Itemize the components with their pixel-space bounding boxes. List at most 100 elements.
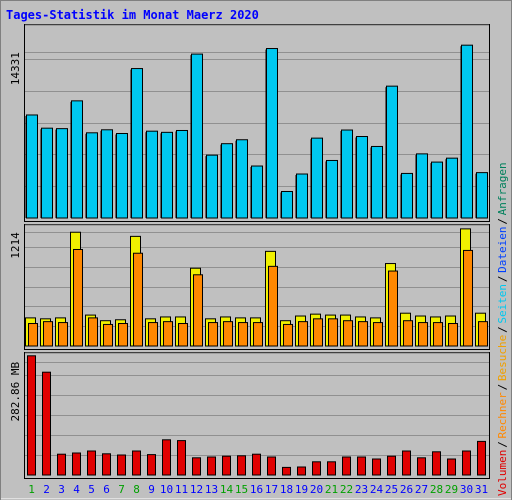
day-label-20: 20 — [310, 483, 323, 496]
bar-dateien-day-27 — [416, 153, 428, 219]
bar-besuche-day-24 — [373, 322, 383, 347]
legend-separator: / — [496, 326, 509, 333]
bar-dateien-day-18 — [281, 190, 293, 219]
bar-volumen-day-3 — [57, 453, 66, 476]
day-label-31: 31 — [475, 483, 488, 496]
bar-besuche-day-18 — [283, 323, 293, 347]
day-label-15: 15 — [235, 483, 248, 496]
bar-besuche-day-23 — [358, 321, 368, 347]
day-label-7: 7 — [118, 483, 125, 496]
day-label-10: 10 — [160, 483, 173, 496]
bar-volumen-day-10 — [162, 439, 171, 476]
bar-volumen-day-31 — [477, 440, 486, 476]
chart-title: Tages-Statistik im Monat Maerz 2020 — [6, 8, 259, 22]
day-label-23: 23 — [355, 483, 368, 496]
bar-dateien-day-17 — [266, 48, 278, 219]
bar-besuche-day-13 — [208, 322, 218, 347]
bar-besuche-day-5 — [88, 317, 98, 347]
day-label-17: 17 — [265, 483, 278, 496]
bar-volumen-day-2 — [42, 371, 51, 476]
bar-volumen-day-11 — [177, 440, 186, 476]
legend-label-besuche: Besuche — [496, 335, 509, 381]
legend-label-seiten: Seiten — [496, 284, 509, 324]
bar-dateien-day-2 — [41, 127, 53, 219]
bar-besuche-day-3 — [58, 322, 68, 347]
bar-dateien-day-16 — [251, 165, 263, 219]
bar-dateien-day-15 — [236, 139, 248, 219]
bar-volumen-day-27 — [417, 457, 426, 476]
bar-volumen-day-1 — [27, 355, 36, 476]
bar-besuche-day-2 — [43, 321, 53, 347]
bar-volumen-day-19 — [297, 466, 306, 476]
bar-besuche-day-22 — [343, 320, 353, 347]
day-label-25: 25 — [385, 483, 398, 496]
legend-label-dateien: Dateien — [496, 226, 509, 272]
day-label-3: 3 — [58, 483, 65, 496]
day-label-26: 26 — [400, 483, 413, 496]
bar-volumen-day-12 — [192, 457, 201, 476]
bar-volumen-day-7 — [117, 454, 126, 476]
legend-label-rechner: Rechner — [496, 392, 509, 439]
bar-besuche-day-16 — [253, 322, 263, 347]
bar-volumen-day-4 — [72, 452, 81, 476]
bar-besuche-day-21 — [328, 318, 338, 347]
bar-dateien-day-11 — [176, 129, 188, 219]
bar-volumen-day-20 — [312, 461, 321, 476]
bar-besuche-day-17 — [268, 265, 278, 347]
bar-dateien-day-5 — [86, 132, 98, 219]
bar-dateien-day-4 — [71, 100, 83, 219]
day-label-12: 12 — [190, 483, 203, 496]
bar-volumen-day-30 — [462, 450, 471, 476]
bar-dateien-day-9 — [146, 130, 158, 219]
bar-besuche-day-29 — [448, 323, 458, 347]
day-label-27: 27 — [415, 483, 428, 496]
day-label-28: 28 — [430, 483, 443, 496]
bar-dateien-day-24 — [371, 145, 383, 219]
legend-label-volumen: Volumen — [496, 450, 509, 496]
bar-besuche-day-4 — [73, 248, 83, 347]
bar-besuche-day-31 — [478, 321, 488, 347]
bar-volumen-day-13 — [207, 456, 216, 476]
bar-dateien-day-20 — [311, 137, 323, 219]
bar-dateien-day-30 — [461, 44, 473, 219]
bar-dateien-day-10 — [161, 131, 173, 219]
bar-dateien-day-13 — [206, 154, 218, 219]
day-label-29: 29 — [445, 483, 458, 496]
day-label-18: 18 — [280, 483, 293, 496]
legend-label-anfragen: Anfragen — [496, 162, 509, 215]
day-label-19: 19 — [295, 483, 308, 496]
day-label-22: 22 — [340, 483, 353, 496]
bar-volumen-day-25 — [387, 455, 396, 476]
bar-besuche-day-8 — [133, 252, 143, 347]
bar-besuche-day-11 — [178, 323, 188, 347]
bar-volumen-day-9 — [147, 454, 156, 476]
bar-besuche-day-7 — [118, 323, 128, 347]
day-label-24: 24 — [370, 483, 384, 496]
day-label-9: 9 — [148, 483, 155, 496]
bar-besuche-day-9 — [148, 322, 158, 347]
legend-separator: / — [496, 218, 509, 225]
bar-dateien-day-8 — [131, 68, 143, 219]
bar-besuche-day-25 — [388, 270, 398, 347]
bar-besuche-day-6 — [103, 323, 113, 347]
bar-dateien-day-29 — [446, 157, 458, 219]
bar-volumen-day-23 — [357, 456, 366, 476]
bar-besuche-day-20 — [313, 318, 323, 347]
bar-besuche-day-12 — [193, 274, 203, 347]
legend-separator: / — [496, 275, 509, 282]
bar-besuche-day-28 — [433, 322, 443, 347]
bar-dateien-day-19 — [296, 173, 308, 219]
bar-volumen-day-17 — [267, 456, 276, 476]
bar-volumen-day-16 — [252, 453, 261, 476]
bar-besuche-day-14 — [223, 321, 233, 347]
bar-volumen-day-24 — [372, 458, 381, 476]
day-label-16: 16 — [250, 483, 263, 496]
day-label-8: 8 — [133, 483, 140, 496]
day-label-4: 4 — [73, 483, 80, 496]
bar-dateien-day-26 — [401, 172, 413, 219]
bar-volumen-day-26 — [402, 450, 411, 476]
bar-besuche-day-26 — [403, 320, 413, 347]
bar-dateien-day-7 — [116, 132, 128, 219]
day-label-11: 11 — [175, 483, 188, 496]
